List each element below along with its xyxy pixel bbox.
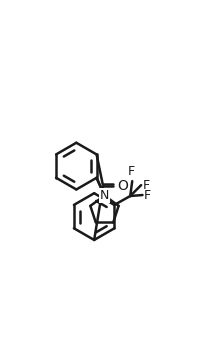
Text: O: O <box>117 179 128 193</box>
Text: F: F <box>144 189 151 201</box>
Text: F: F <box>143 179 150 192</box>
Text: F: F <box>128 165 135 178</box>
Text: N: N <box>100 189 109 202</box>
